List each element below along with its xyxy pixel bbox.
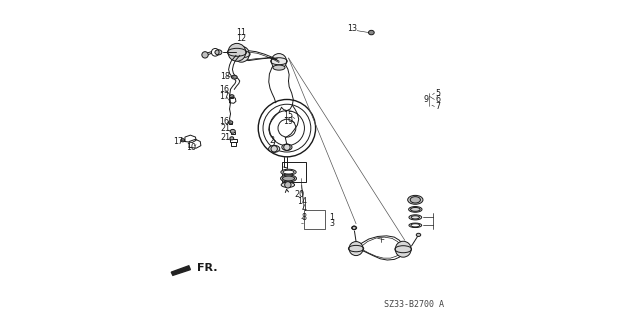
Bar bbox=[282, 162, 306, 182]
Text: 7: 7 bbox=[436, 102, 441, 111]
Ellipse shape bbox=[273, 65, 285, 70]
Text: 3: 3 bbox=[329, 219, 334, 228]
Ellipse shape bbox=[230, 129, 236, 133]
Text: 16: 16 bbox=[219, 85, 229, 94]
Polygon shape bbox=[171, 266, 190, 275]
Ellipse shape bbox=[352, 226, 357, 229]
Text: 17: 17 bbox=[219, 92, 229, 101]
Text: SZ33-B2700 A: SZ33-B2700 A bbox=[384, 300, 444, 309]
Bar bbox=[304, 210, 325, 229]
Text: 10: 10 bbox=[187, 143, 197, 152]
Text: 13: 13 bbox=[347, 24, 357, 33]
Ellipse shape bbox=[181, 139, 185, 142]
Text: 11: 11 bbox=[236, 28, 246, 37]
Circle shape bbox=[228, 44, 246, 61]
Text: 17: 17 bbox=[173, 137, 183, 146]
Ellipse shape bbox=[409, 223, 421, 228]
Bar bbox=[230, 142, 236, 146]
Ellipse shape bbox=[281, 169, 296, 175]
Ellipse shape bbox=[281, 182, 295, 188]
Ellipse shape bbox=[409, 215, 421, 220]
Text: 12: 12 bbox=[236, 35, 246, 44]
Ellipse shape bbox=[230, 137, 234, 140]
Ellipse shape bbox=[369, 30, 374, 35]
Text: 21: 21 bbox=[220, 133, 230, 142]
Text: 21: 21 bbox=[220, 124, 230, 133]
Bar bbox=[230, 96, 234, 98]
Ellipse shape bbox=[408, 196, 423, 204]
Ellipse shape bbox=[281, 175, 296, 182]
Text: 16: 16 bbox=[219, 117, 229, 126]
Text: 18: 18 bbox=[220, 72, 230, 81]
Bar bbox=[229, 122, 232, 124]
Text: 1: 1 bbox=[329, 213, 334, 222]
Text: 14: 14 bbox=[297, 197, 307, 206]
Bar bbox=[230, 132, 235, 134]
Text: 20: 20 bbox=[295, 190, 305, 199]
Text: 5: 5 bbox=[436, 89, 441, 98]
Text: 4: 4 bbox=[302, 204, 307, 213]
Ellipse shape bbox=[229, 121, 233, 124]
Circle shape bbox=[395, 241, 411, 257]
Ellipse shape bbox=[230, 95, 234, 98]
Circle shape bbox=[202, 52, 208, 58]
Ellipse shape bbox=[283, 176, 295, 181]
Ellipse shape bbox=[416, 233, 421, 236]
Ellipse shape bbox=[232, 75, 237, 79]
Text: 6: 6 bbox=[436, 95, 441, 104]
Text: 15: 15 bbox=[283, 111, 293, 120]
Text: 8: 8 bbox=[302, 213, 307, 222]
Ellipse shape bbox=[409, 206, 422, 212]
Ellipse shape bbox=[269, 145, 279, 152]
Circle shape bbox=[284, 182, 291, 188]
Ellipse shape bbox=[282, 144, 292, 150]
Circle shape bbox=[271, 53, 286, 69]
Circle shape bbox=[349, 242, 363, 256]
Bar bbox=[230, 139, 237, 142]
Text: 19: 19 bbox=[283, 116, 293, 126]
Ellipse shape bbox=[215, 50, 222, 55]
Text: FR.: FR. bbox=[197, 263, 217, 273]
Ellipse shape bbox=[410, 197, 420, 203]
Circle shape bbox=[234, 46, 249, 62]
Text: 9: 9 bbox=[423, 95, 429, 104]
Text: 2: 2 bbox=[269, 136, 274, 145]
